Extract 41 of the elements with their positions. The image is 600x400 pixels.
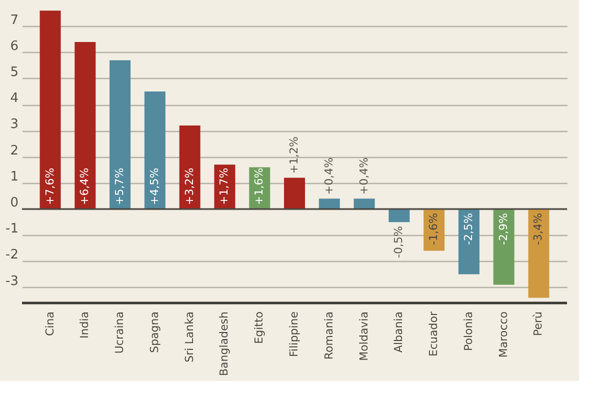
x-tick-label: Moldavia — [357, 312, 370, 361]
x-tick-label: Albania — [392, 312, 406, 353]
y-tick-label: -1 — [6, 222, 18, 237]
x-tick-label: Perù — [532, 312, 545, 336]
data-label: +0,4% — [357, 157, 370, 195]
x-tick-label: Polonia — [462, 312, 475, 352]
y-tick-label: -3 — [6, 274, 18, 289]
y-tick-label: -2 — [6, 248, 18, 263]
data-label: +0,4% — [322, 157, 336, 195]
data-label: -3,4% — [532, 213, 545, 245]
x-tick-label: Filippine — [288, 311, 300, 357]
x-tick-label: Ucraina — [113, 312, 126, 354]
data-label: -2,5% — [462, 213, 475, 245]
data-label: +4,5% — [148, 168, 161, 206]
y-tick-label: 2 — [10, 143, 18, 158]
data-label: +6,4% — [78, 168, 92, 206]
data-label: +1,7% — [218, 168, 231, 206]
data-label: -1,6% — [427, 213, 440, 245]
y-tick-label: 1 — [10, 169, 18, 184]
y-tick-label: 5 — [10, 64, 18, 80]
data-label: -0,5% — [392, 226, 406, 258]
data-label: -2,9% — [496, 213, 510, 245]
data-label: +1,6% — [252, 168, 266, 206]
data-label: +1,2% — [288, 136, 300, 174]
y-tick-label: 0 — [10, 196, 18, 211]
y-tick-label: 4 — [10, 91, 18, 106]
x-tick-label: Romania — [322, 312, 336, 360]
y-tick-label: 6 — [10, 38, 18, 54]
y-tick-label: 3 — [10, 117, 18, 132]
data-label: +3,2% — [182, 168, 196, 206]
x-tick-label: India — [78, 312, 92, 338]
x-tick-label: Sri Lanka — [182, 312, 196, 362]
x-tick-label: Bangladesh — [218, 311, 231, 376]
data-label: +5,7% — [113, 168, 126, 206]
x-tick-label: Ecuador — [427, 311, 440, 356]
data-label: +7,6% — [43, 168, 56, 206]
y-tick-label: 7 — [10, 12, 18, 28]
x-tick-label: Marocco — [496, 311, 510, 358]
x-tick-label: Spagna — [148, 312, 161, 353]
x-tick-label: Cina — [43, 312, 56, 336]
x-tick-label: Egitto — [252, 311, 266, 344]
